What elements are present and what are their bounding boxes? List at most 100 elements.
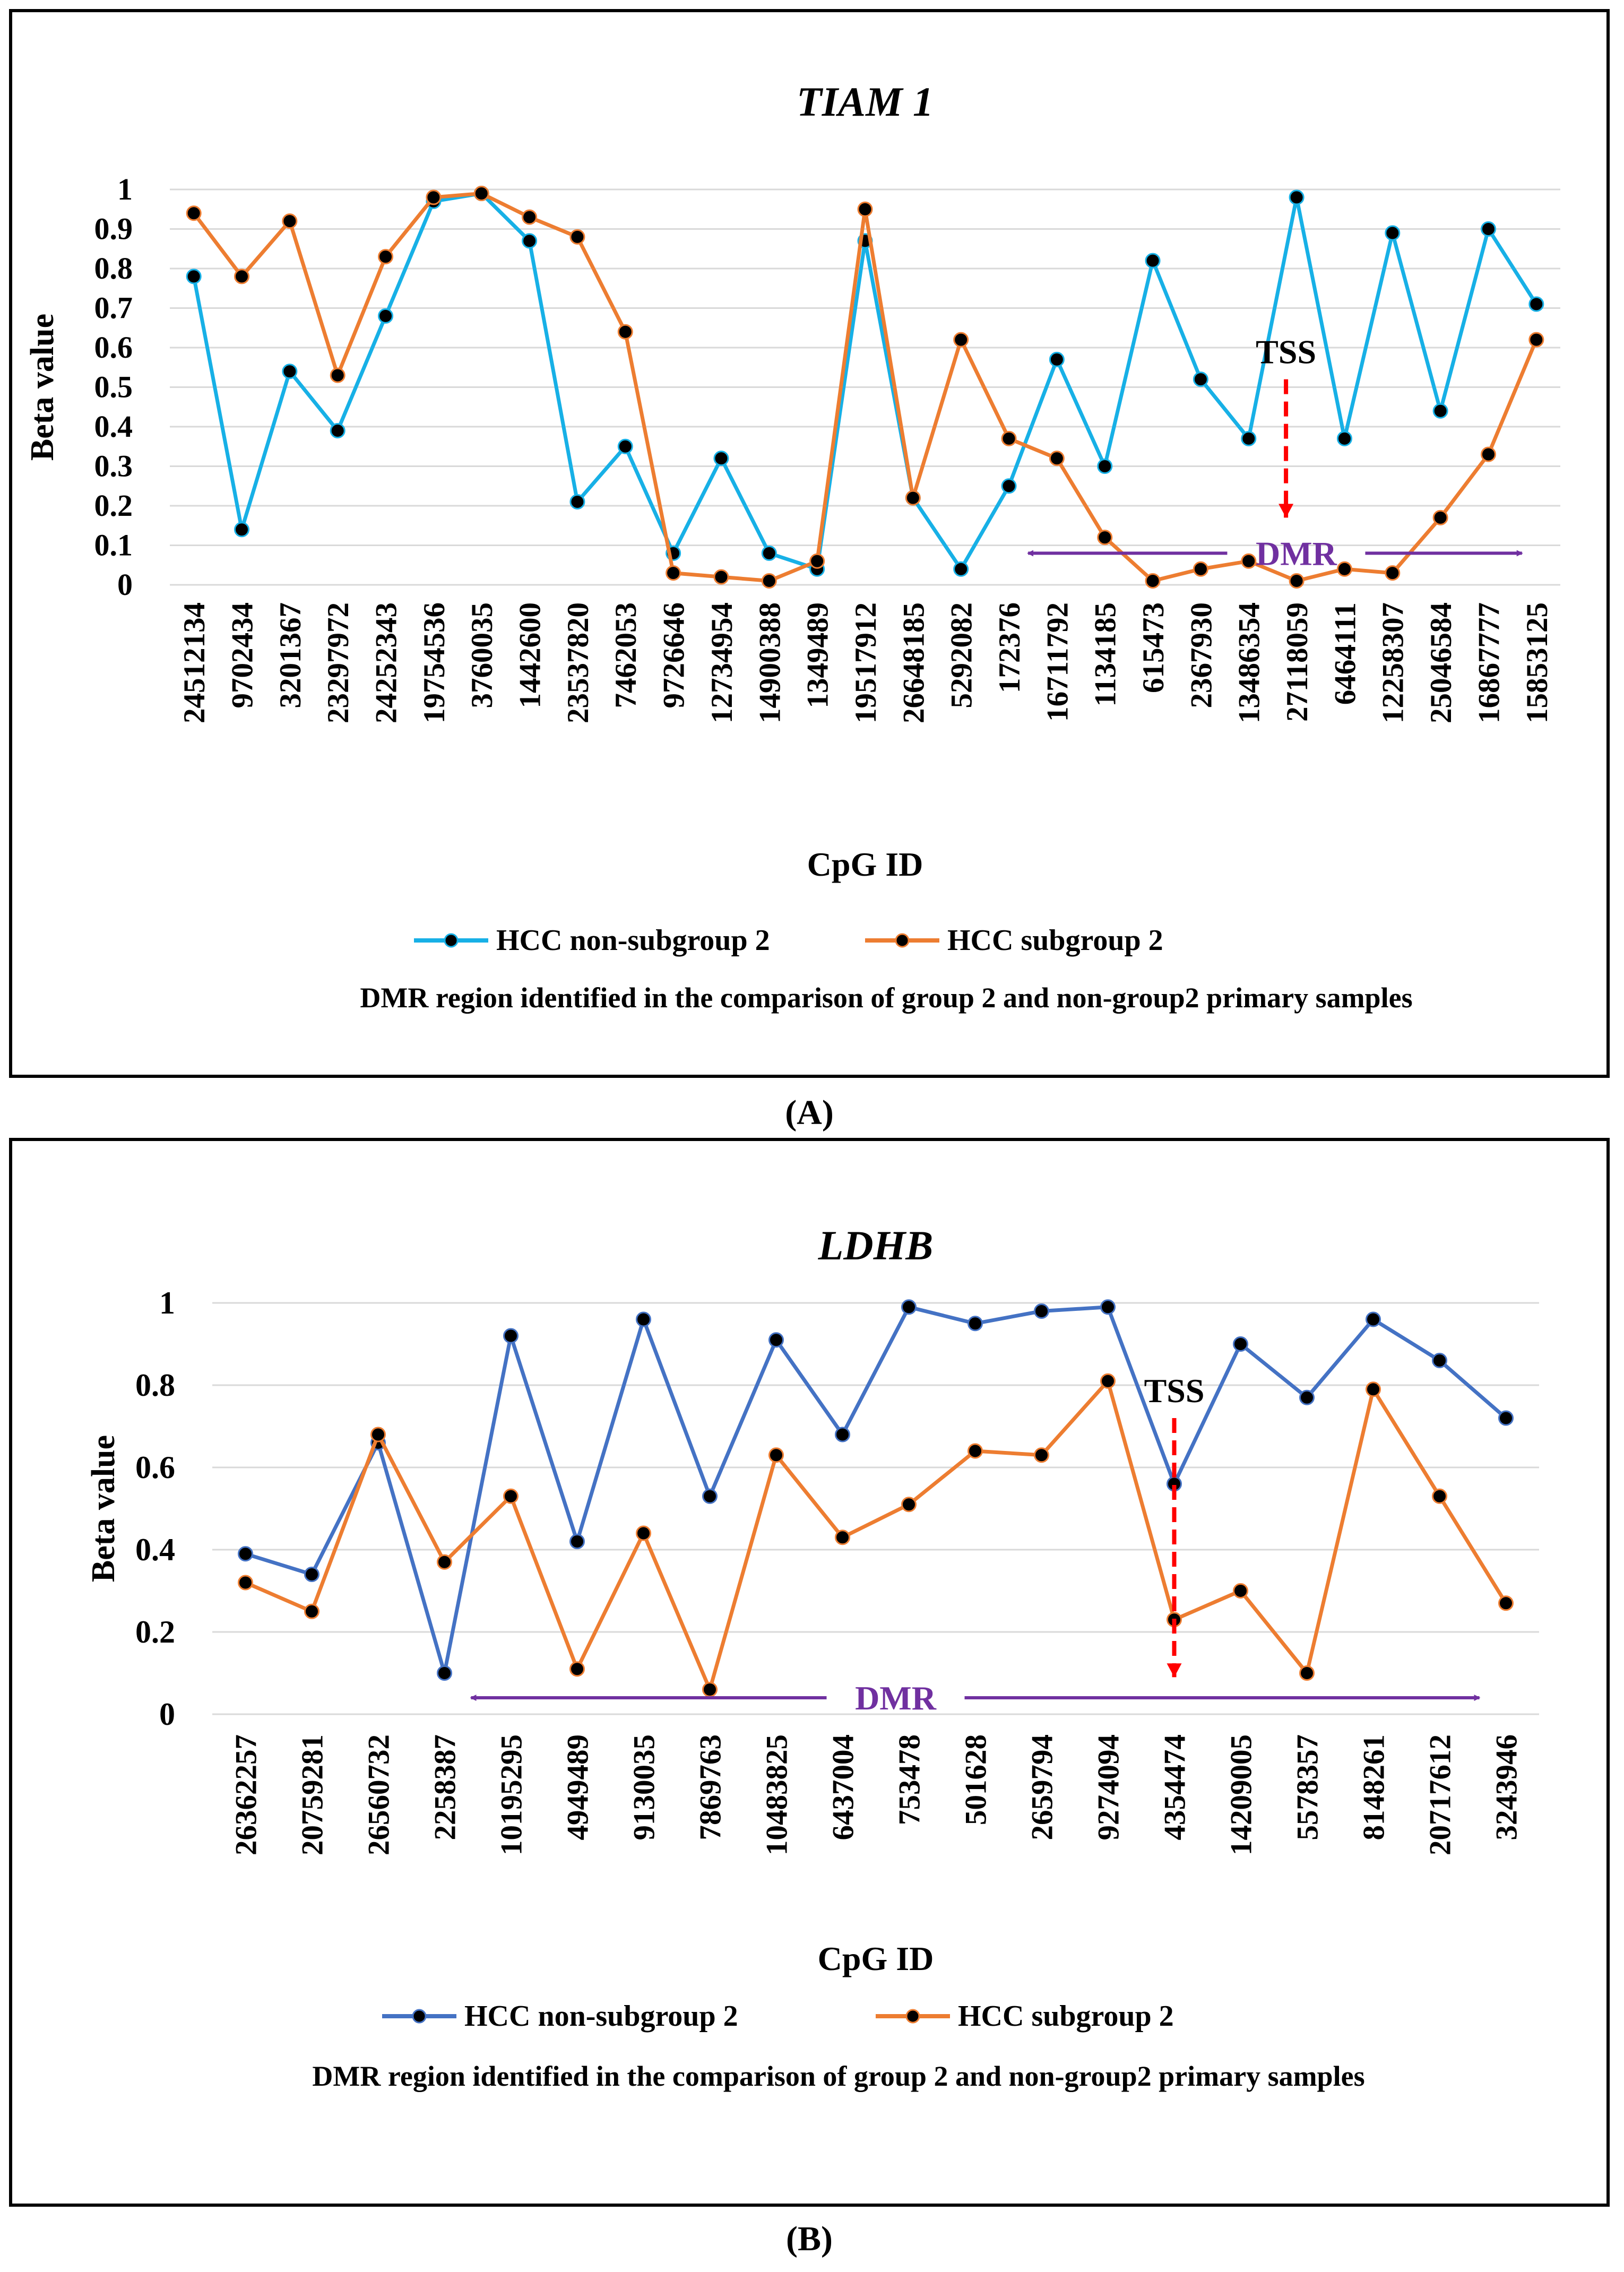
x-tick-label: 23537820 xyxy=(562,602,595,723)
data-point xyxy=(330,422,345,438)
x-tick-label: 15853125 xyxy=(1521,602,1554,723)
data-point xyxy=(768,1332,784,1348)
x-tick-label: 9702434 xyxy=(226,602,259,709)
x-tick-label: 10195295 xyxy=(495,1734,528,1855)
x-tick-label: 27118059 xyxy=(1281,602,1314,722)
data-point xyxy=(503,1488,519,1504)
data-point xyxy=(1097,530,1113,546)
data-point xyxy=(968,1443,983,1459)
data-point xyxy=(768,1447,784,1463)
x-tick-label: 14209005 xyxy=(1224,1734,1258,1855)
data-point xyxy=(857,201,873,217)
data-point xyxy=(569,494,585,510)
x-tick-label: 19517912 xyxy=(849,602,883,723)
data-point xyxy=(1233,1336,1248,1352)
x-tick-label: 14900388 xyxy=(753,602,787,723)
x-tick-label: 26362257 xyxy=(229,1734,263,1855)
x-tick-label: 1349489 xyxy=(801,602,835,709)
legend-entry: HCC subgroup 2 xyxy=(958,2000,1174,2033)
data-point xyxy=(636,1311,651,1327)
data-point xyxy=(569,1661,585,1677)
x-tick-label: 26648185 xyxy=(897,602,930,723)
data-point xyxy=(1097,459,1113,474)
x-tick-label: 4949489 xyxy=(561,1734,594,1841)
data-point xyxy=(1432,1353,1447,1368)
legend-marker xyxy=(444,933,459,948)
x-tick-label: 1134185 xyxy=(1089,602,1122,706)
x-tick-label: 25046584 xyxy=(1424,602,1458,723)
data-point xyxy=(1289,573,1305,589)
data-point xyxy=(1480,221,1496,237)
data-point xyxy=(809,553,825,569)
data-point xyxy=(901,1497,917,1513)
x-tick-label: 5578357 xyxy=(1291,1734,1324,1841)
data-point xyxy=(835,1427,850,1442)
x-tick-label: 20759281 xyxy=(296,1734,329,1855)
legend-marker xyxy=(905,2009,920,2024)
y-tick-label: 0.3 xyxy=(94,449,133,483)
data-point xyxy=(1034,1447,1049,1463)
y-axis-label: Beta value xyxy=(85,1435,122,1582)
data-point xyxy=(282,213,298,229)
y-tick-label: 0.6 xyxy=(94,330,133,365)
panel-frame xyxy=(9,9,1610,1078)
data-point xyxy=(378,308,394,324)
data-point xyxy=(1100,1299,1116,1315)
x-axis-label: CpG ID xyxy=(807,845,923,883)
y-tick-label: 0.8 xyxy=(135,1368,175,1403)
x-tick-label: 4354474 xyxy=(1158,1734,1191,1841)
y-tick-label: 0.8 xyxy=(94,251,133,286)
x-tick-label: 2258387 xyxy=(428,1734,462,1841)
panel-frame xyxy=(9,1138,1610,2207)
chart-title: TIAM 1 xyxy=(797,79,934,125)
data-point xyxy=(761,545,777,561)
y-tick-label: 0.9 xyxy=(94,212,133,246)
x-tick-label: 12734954 xyxy=(705,602,739,723)
x-tick-label: 9274094 xyxy=(1092,1734,1125,1841)
data-point xyxy=(1034,1303,1049,1319)
x-tick-label: 2367930 xyxy=(1185,602,1218,709)
data-point xyxy=(1241,553,1257,569)
data-point xyxy=(1336,430,1352,446)
y-axis-label: Beta value xyxy=(24,314,61,461)
x-tick-label: 9130035 xyxy=(627,1734,661,1841)
data-point xyxy=(636,1525,651,1541)
x-tick-label: 24512134 xyxy=(178,602,211,723)
data-point xyxy=(370,1427,386,1442)
legend-entry: HCC non-subgroup 2 xyxy=(496,924,770,957)
x-tick-label: 501628 xyxy=(959,1734,992,1825)
dmr-note: DMR region identified in the comparison … xyxy=(312,2060,1364,2092)
legend-entry: HCC non-subgroup 2 xyxy=(464,2000,738,2033)
y-tick-label: 1 xyxy=(117,172,133,206)
dmr-label: DMR xyxy=(1256,534,1337,572)
dmr-note: DMR region identified in the comparison … xyxy=(360,982,1412,1014)
series-line-non-subgroup-2 xyxy=(245,1305,1507,1675)
data-point xyxy=(1528,332,1544,348)
x-tick-label: 10483825 xyxy=(760,1734,793,1855)
x-tick-label: 26560732 xyxy=(362,1734,395,1855)
data-point xyxy=(702,1682,718,1697)
data-point xyxy=(282,364,298,379)
x-tick-label: 24252343 xyxy=(370,602,403,723)
x-tick-label: 7869763 xyxy=(694,1734,727,1841)
data-point xyxy=(1432,1488,1447,1504)
data-point xyxy=(761,573,777,589)
y-tick-label: 0.4 xyxy=(135,1532,175,1567)
data-point xyxy=(1498,1595,1514,1611)
data-point xyxy=(968,1316,983,1332)
x-tick-label: 615473 xyxy=(1137,602,1170,693)
x-tick-label: 6437004 xyxy=(826,1734,860,1841)
data-point xyxy=(1049,451,1065,467)
x-tick-label: 23297972 xyxy=(322,602,355,723)
x-tick-label: 16711792 xyxy=(1041,602,1074,722)
x-tick-label: 6464111 xyxy=(1328,602,1362,705)
y-tick-label: 0.4 xyxy=(94,409,133,444)
data-point xyxy=(238,1575,253,1591)
data-point xyxy=(713,451,729,467)
x-tick-label: 9726646 xyxy=(658,602,691,709)
data-point xyxy=(901,1299,917,1315)
y-tick-label: 0.1 xyxy=(94,528,133,563)
data-point xyxy=(1299,1389,1315,1405)
data-point xyxy=(1366,1311,1381,1327)
